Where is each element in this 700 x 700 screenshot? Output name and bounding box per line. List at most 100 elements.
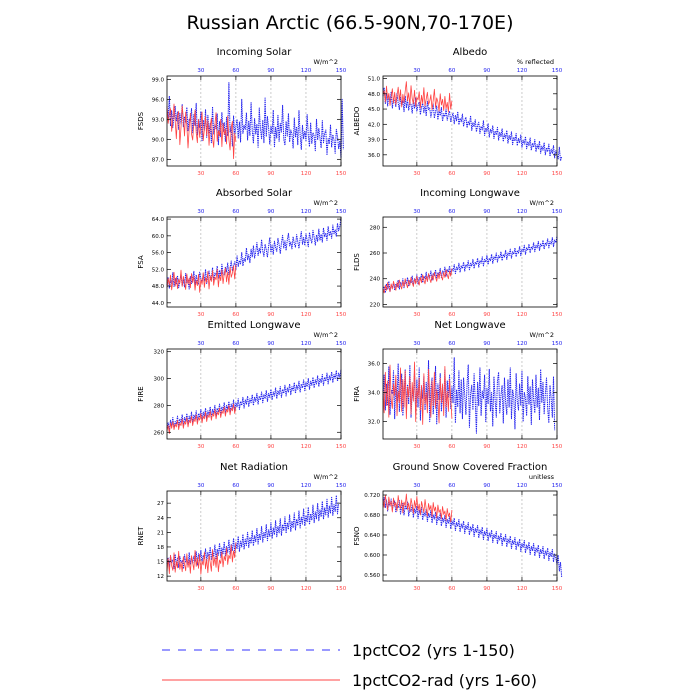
emitted-longwave-xtick-label-bottom: 120: [301, 444, 312, 450]
ground-snow-covered-fraction-ytick-label: 0.560: [364, 573, 380, 579]
albedo-xtick-label-top: 90: [483, 68, 490, 74]
net-radiation-xtick-label-top: 90: [267, 483, 274, 489]
albedo-xtick-label-bottom: 150: [552, 171, 563, 177]
ground-snow-covered-fraction-ylabel: FSNO: [353, 526, 361, 546]
incoming-solar-xtick-label-top: 150: [336, 68, 347, 74]
incoming-solar-frame: [166, 75, 342, 167]
incoming-solar-xtick-label-top: 90: [267, 68, 274, 74]
legend: 1pctCO2 (yrs 1-150) 1pctCO2-rad (yrs 1-6…: [162, 641, 537, 690]
incoming-longwave-ytick-label: 220: [370, 302, 381, 308]
incoming-solar-series-1pctco2: [166, 82, 344, 159]
ground-snow-covered-fraction-xtick-label-top: 90: [483, 483, 490, 489]
incoming-solar-units: W/m^2: [313, 58, 338, 66]
emitted-longwave-ylabel: FIRE: [137, 386, 145, 401]
incoming-longwave-xtick-label-top: 60: [448, 209, 455, 215]
net-longwave-xtick-label-bottom: 30: [413, 444, 420, 450]
absorbed-solar-ytick-label: 56.0: [152, 251, 165, 257]
ground-snow-covered-fraction-ytick-label: 0.600: [364, 553, 380, 559]
absorbed-solar-ytick-label: 52.0: [152, 267, 165, 273]
absorbed-solar-series-1pctco2-rad: [166, 264, 237, 293]
ground-snow-covered-fraction-ytick-label: 0.680: [364, 513, 380, 519]
incoming-solar-xtick-label-bottom: 90: [267, 171, 274, 177]
panel-net-radiation: Net Radiation W/m^2 RNET 12 15 18 21 24 27 30 60 90…: [137, 462, 347, 592]
absorbed-solar-units: W/m^2: [313, 199, 338, 207]
albedo-ytick-label: 48.0: [368, 92, 381, 98]
net-radiation-xtick-label-bottom: 90: [267, 586, 274, 592]
albedo-xtick-label-top: 30: [413, 68, 420, 74]
emitted-longwave-title: Emitted Longwave: [208, 320, 301, 331]
net-radiation-xtick-label-bottom: 60: [232, 586, 239, 592]
absorbed-solar-title: Absorbed Solar: [216, 188, 293, 199]
emitted-longwave-units: W/m^2: [313, 331, 338, 339]
absorbed-solar-frame: [166, 216, 342, 308]
incoming-solar-ytick-label: 96.0: [152, 97, 165, 103]
net-longwave-frame: [382, 348, 558, 440]
absorbed-solar-ytick-label: 60.0: [152, 234, 165, 240]
incoming-solar-xtick-label-bottom: 60: [232, 171, 239, 177]
net-longwave-xtick-label-bottom: 90: [483, 444, 490, 450]
incoming-solar-ytick-label: 90.0: [152, 137, 165, 143]
emitted-longwave-xtick-label-top: 30: [197, 341, 204, 347]
net-radiation-ytick-label: 12: [157, 574, 164, 580]
net-longwave-units: W/m^2: [529, 331, 554, 339]
incoming-longwave-xtick-label-top: 90: [483, 209, 490, 215]
incoming-longwave-ylabel: FLDS: [353, 253, 361, 271]
albedo-ytick-label: 36.0: [368, 153, 381, 159]
net-longwave-xtick-label-top: 90: [483, 341, 490, 347]
incoming-longwave-units: W/m^2: [529, 199, 554, 207]
absorbed-solar-xtick-label-bottom: 60: [232, 312, 239, 318]
incoming-longwave-xtick-label-bottom: 60: [448, 312, 455, 318]
incoming-longwave-ytick-label: 280: [370, 225, 381, 231]
ground-snow-covered-fraction-xtick-label-bottom: 30: [413, 586, 420, 592]
ground-snow-covered-fraction-xtick-label-bottom: 120: [517, 586, 528, 592]
albedo-xtick-label-top: 120: [517, 68, 528, 74]
absorbed-solar-xtick-label-bottom: 120: [301, 312, 312, 318]
albedo-xtick-label-bottom: 60: [448, 171, 455, 177]
ground-snow-covered-fraction-ytick-label: 0.640: [364, 533, 380, 539]
net-radiation-ytick-label: 27: [157, 501, 164, 507]
emitted-longwave-ytick-label: 260: [154, 430, 165, 436]
incoming-solar-ytick-label: 99.0: [152, 77, 165, 83]
absorbed-solar-ytick-label: 48.0: [152, 284, 165, 290]
net-longwave-xtick-label-bottom: 120: [517, 444, 528, 450]
emitted-longwave-xtick-label-top: 150: [336, 341, 347, 347]
net-radiation-ytick-label: 24: [157, 516, 164, 522]
panel-albedo: Albedo % reflected ALBEDO 36.0 39.0 42.0 45.0 4…: [353, 47, 563, 177]
incoming-longwave-ytick-label: 260: [370, 251, 381, 257]
net-longwave-xtick-label-bottom: 60: [448, 444, 455, 450]
net-radiation-ylabel: RNET: [137, 526, 145, 546]
absorbed-solar-xtick-label-top: 120: [301, 209, 312, 215]
panels-group: Incoming Solar W/m^2 FSDS 87.0 90.0 93.0 96.0 9…: [137, 47, 563, 592]
net-longwave-xtick-label-top: 60: [448, 341, 455, 347]
absorbed-solar-xtick-label-bottom: 90: [267, 312, 274, 318]
ground-snow-covered-fraction-xtick-label-top: 30: [413, 483, 420, 489]
incoming-solar-xtick-label-bottom: 120: [301, 171, 312, 177]
ground-snow-covered-fraction-ytick-label: 0.720: [364, 493, 380, 499]
legend-label-1pctco2-rad: 1pctCO2-rad (yrs 1-60): [352, 671, 537, 690]
albedo-series-1pctco2-rad: [382, 81, 453, 113]
incoming-longwave-xtick-label-top: 120: [517, 209, 528, 215]
net-longwave-ytick-label: 36.0: [368, 362, 381, 368]
net-radiation-xtick-label-top: 120: [301, 483, 312, 489]
net-radiation-ytick-label: 18: [157, 545, 164, 551]
ground-snow-covered-fraction-units: unitless: [529, 473, 555, 481]
ground-snow-covered-fraction-series-1pctco2: [382, 497, 563, 578]
net-radiation-title: Net Radiation: [220, 462, 288, 473]
absorbed-solar-series-1pctco2: [166, 218, 342, 290]
ground-snow-covered-fraction-xtick-label-top: 150: [552, 483, 563, 489]
absorbed-solar-xtick-label-top: 90: [267, 209, 274, 215]
ground-snow-covered-fraction-xtick-label-bottom: 60: [448, 586, 455, 592]
albedo-xtick-label-top: 150: [552, 68, 563, 74]
net-radiation-series-1pctco2: [166, 494, 340, 570]
incoming-solar-ytick-label: 93.0: [152, 117, 165, 123]
ground-snow-covered-fraction-series-1pctco2-rad: [382, 493, 453, 523]
incoming-longwave-frame: [382, 216, 558, 308]
incoming-solar-xtick-label-bottom: 30: [197, 171, 204, 177]
absorbed-solar-xtick-label-top: 150: [336, 209, 347, 215]
absorbed-solar-ytick-label: 64.0: [152, 217, 165, 223]
albedo-ytick-label: 45.0: [368, 107, 381, 113]
net-longwave-ytick-label: 32.0: [368, 420, 381, 426]
net-longwave-xtick-label-top: 120: [517, 341, 528, 347]
